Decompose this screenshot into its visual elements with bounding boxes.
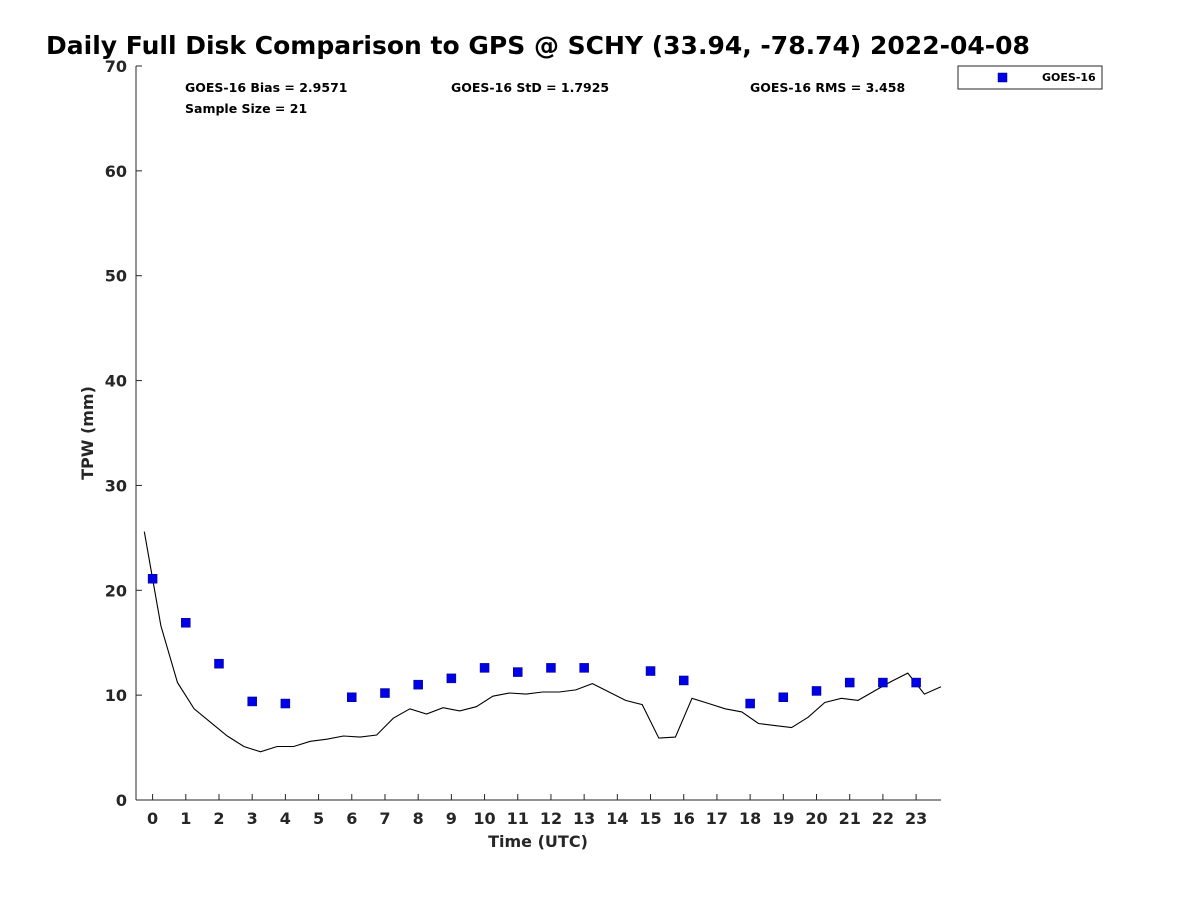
x-tick-label: 19 (772, 809, 794, 828)
y-axis-label: TPW (mm) (78, 386, 97, 480)
x-tick-label: 5 (313, 809, 324, 828)
gps-series (143, 531, 942, 753)
x-tick-label: 18 (739, 809, 761, 828)
legend-box (957, 65, 1103, 90)
goes16-point (811, 686, 822, 696)
x-tick-label: 2 (213, 809, 224, 828)
goes16-point (546, 663, 556, 673)
x-tick-label: 12 (540, 809, 562, 828)
goes16-point (911, 677, 921, 688)
x-tick-label: 8 (413, 809, 424, 828)
goes16-point (380, 688, 390, 698)
x-axis-label: Time (UTC) (488, 832, 588, 851)
x-tick-label: 7 (379, 809, 390, 828)
y-tick-label: 10 (105, 686, 127, 705)
goes16-point (678, 675, 689, 686)
gps-series-line (143, 531, 942, 753)
y-tick-label: 20 (105, 581, 127, 600)
y-tick-label: 40 (105, 372, 127, 391)
legend-label-goes16: GOES-16 (1042, 71, 1096, 84)
x-tick-label: 14 (606, 809, 628, 828)
y-tick-label: 30 (105, 476, 127, 495)
goes16-point (479, 663, 490, 673)
goes16-point (446, 673, 457, 684)
goes16-point (778, 692, 789, 702)
x-tick-label: 1 (180, 809, 191, 828)
x-tick-label: 20 (805, 809, 827, 828)
chart-title: Daily Full Disk Comparison to GPS @ SCHY… (46, 31, 1030, 60)
y-tick-label: 70 (105, 57, 127, 76)
x-tick-label: 17 (706, 809, 728, 828)
x-tick-label: 13 (573, 809, 595, 828)
sample-size-annotation: Sample Size = 21 (185, 101, 307, 116)
legend-marker-goes16 (997, 72, 1008, 83)
y-tick-label: 60 (105, 162, 127, 181)
goes16-point (878, 677, 888, 688)
y-tick-label: 50 (105, 267, 127, 286)
x-tick-label: 15 (639, 809, 661, 828)
y-tick-label: 0 (116, 791, 127, 810)
x-tick-label: 22 (872, 809, 894, 828)
y-axis-ticks: 0 10 20 30 40 50 60 70 (105, 57, 142, 810)
x-tick-label: 9 (446, 809, 457, 828)
x-tick-label: 10 (473, 809, 495, 828)
x-axis-ticks: 0 1 2 3 4 5 6 7 8 9 10 11 12 13 14 15 16 17 18 19 20 21 22 23 (147, 794, 927, 828)
std-annotation: GOES-16 StD = 1.7925 (451, 80, 609, 95)
goes16-point (745, 698, 755, 709)
goes16-point (844, 677, 855, 688)
x-tick-label: 6 (346, 809, 357, 828)
goes16-point (247, 696, 257, 707)
bias-annotation: GOES-16 Bias = 2.9571 (185, 80, 347, 95)
goes16-point (280, 698, 291, 709)
x-tick-label: 3 (247, 809, 258, 828)
goes16-point (347, 692, 357, 702)
x-tick-label: 0 (147, 809, 158, 828)
x-tick-label: 16 (673, 809, 695, 828)
rms-annotation: GOES-16 RMS = 3.458 (750, 80, 905, 95)
goes16-point (147, 574, 158, 584)
x-tick-label: 23 (905, 809, 927, 828)
legend: GOES-16 (957, 65, 1103, 90)
goes16-point (413, 679, 423, 690)
goes16-point (579, 663, 589, 673)
goes16-point (214, 658, 224, 669)
goes16-point (645, 666, 656, 676)
x-tick-label: 21 (839, 809, 861, 828)
goes16-series (147, 574, 921, 709)
goes16-point (513, 667, 523, 677)
x-tick-label: 4 (280, 809, 291, 828)
x-tick-label: 11 (507, 809, 529, 828)
goes16-point (181, 618, 191, 628)
